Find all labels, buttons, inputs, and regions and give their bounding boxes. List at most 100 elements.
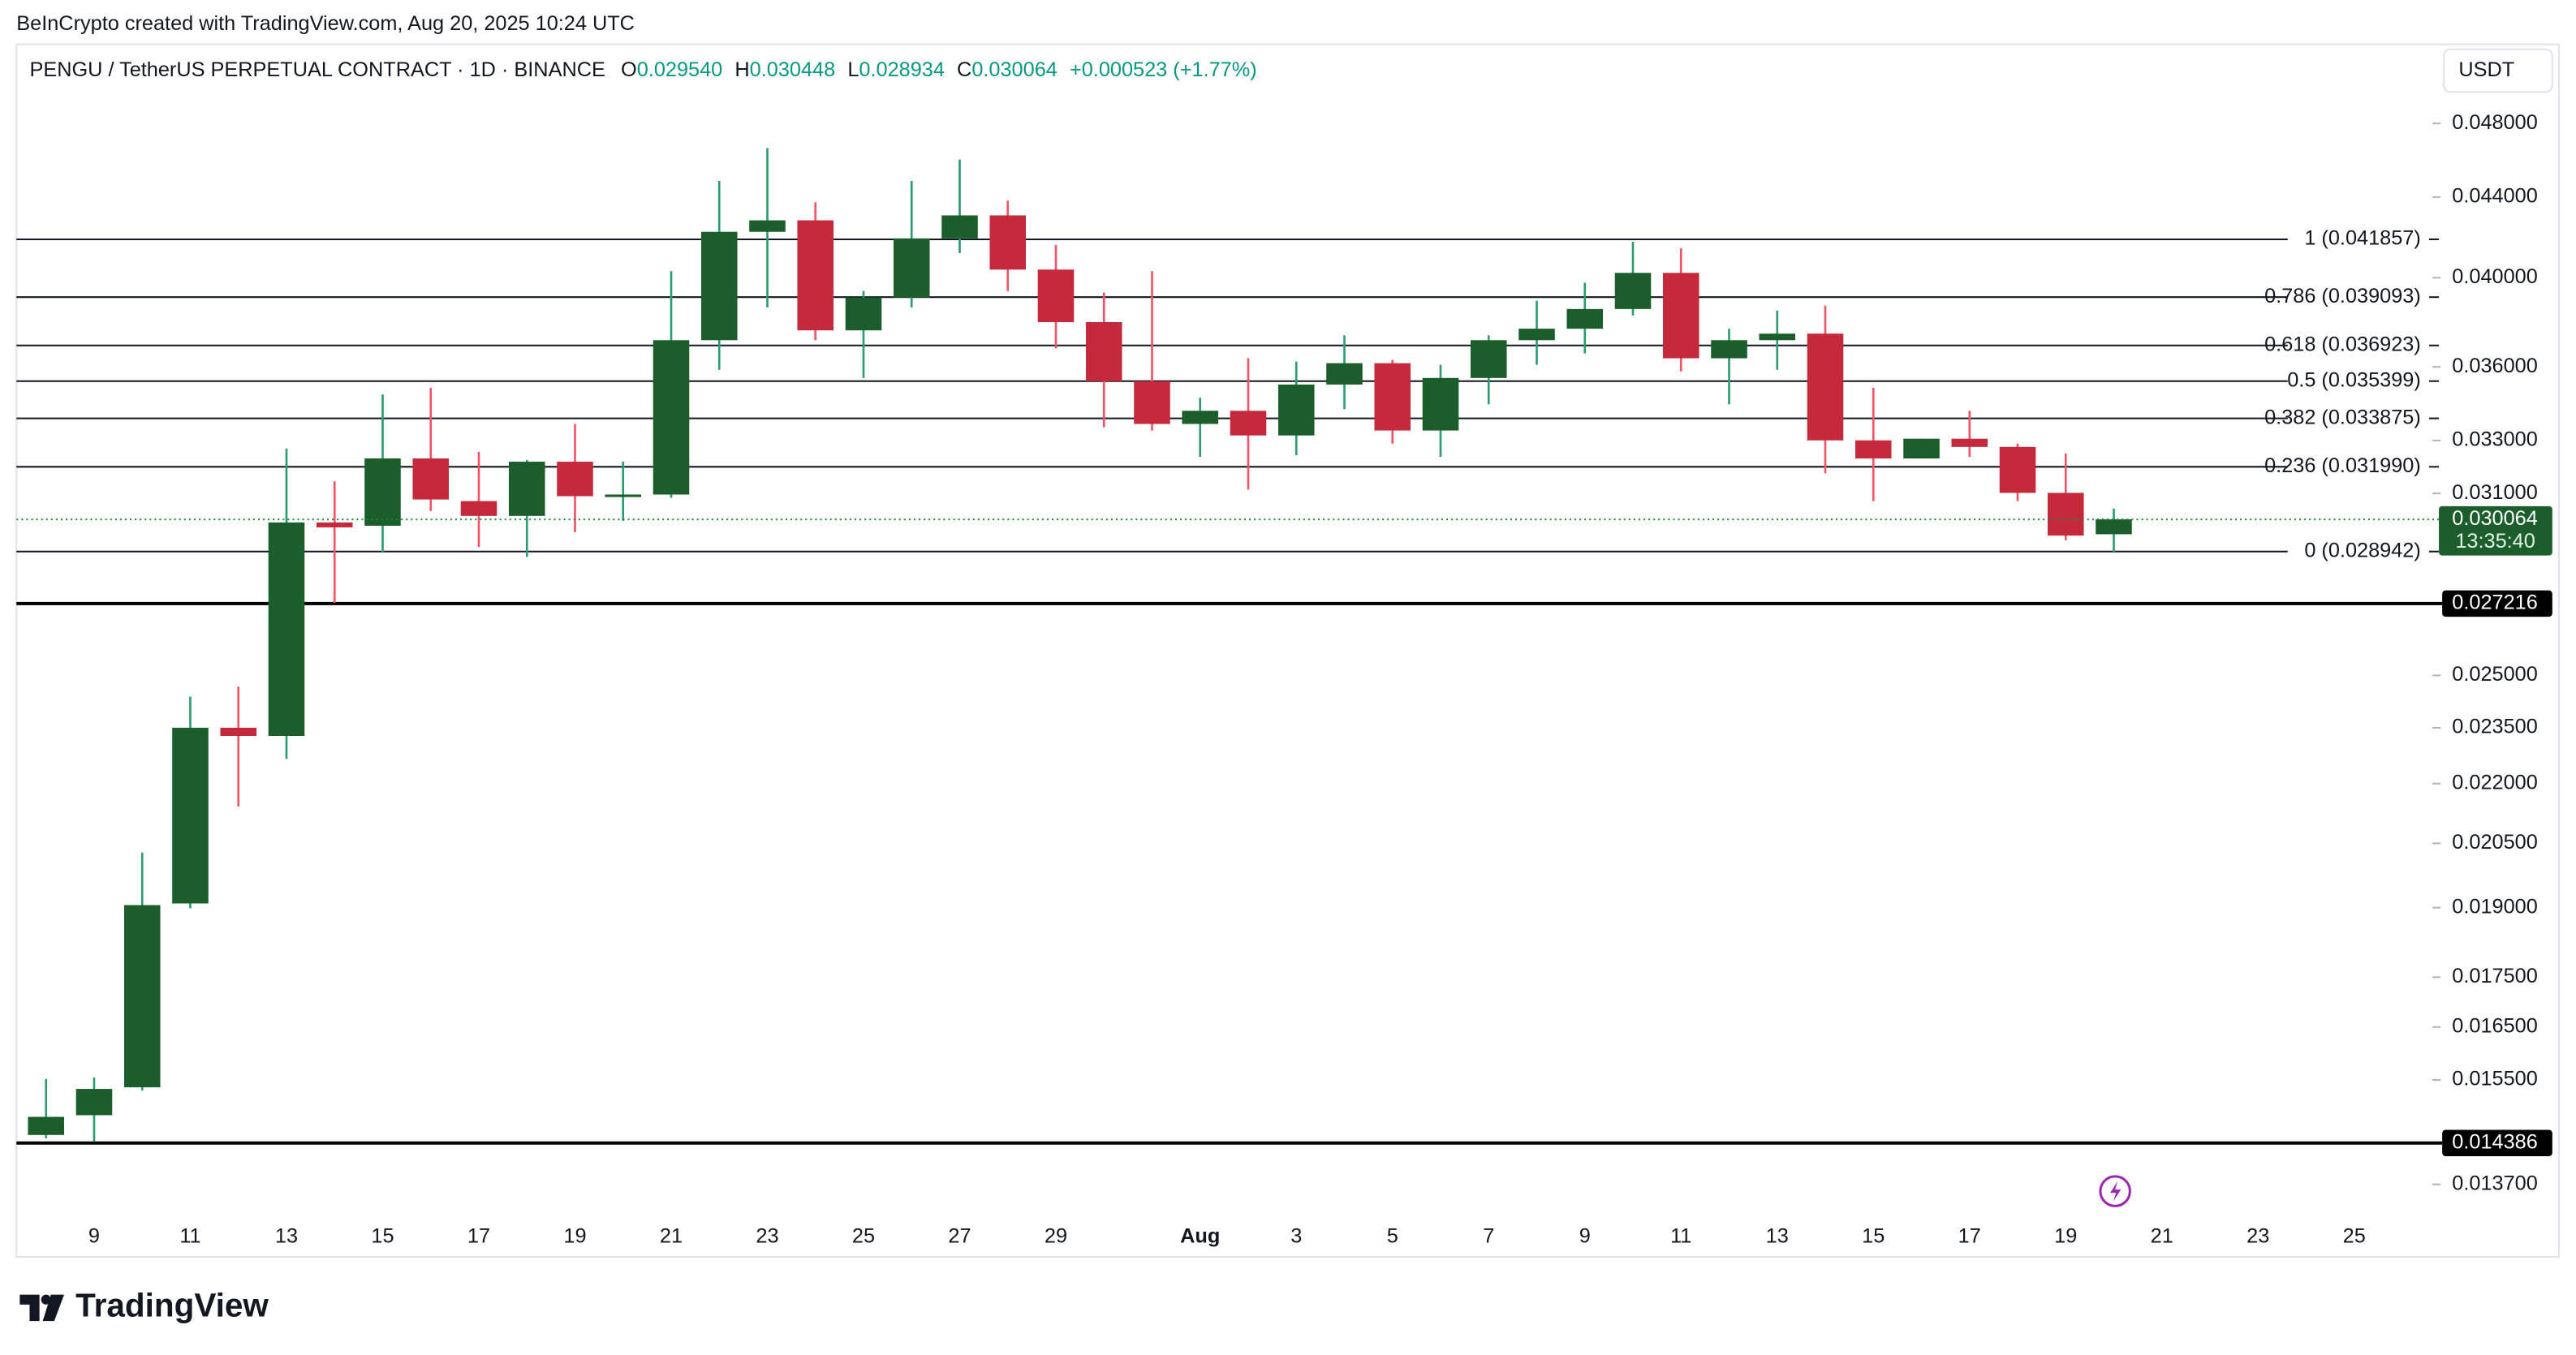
y-tick-label: 0.036000 <box>2452 355 2538 377</box>
y-tick-label: 0.016500 <box>2452 1014 2538 1037</box>
x-tick-label: 13 <box>1766 1224 1789 1247</box>
y-tick-label: 0.017500 <box>2452 965 2538 987</box>
symbol-header: PENGU / TetherUS PERPETUAL CONTRACT · 1D… <box>29 58 1256 81</box>
x-tick-label: 3 <box>1290 1224 1302 1247</box>
candle <box>989 200 1027 291</box>
candle <box>1951 411 1988 457</box>
candle-body <box>268 522 305 736</box>
candle-body <box>1134 381 1170 424</box>
candle <box>2096 508 2132 553</box>
x-tick-label: 21 <box>2151 1224 2173 1247</box>
y-tick-label: 0.015500 <box>2452 1068 2538 1090</box>
x-tick-label: 11 <box>179 1224 200 1247</box>
x-tick-label: 13 <box>275 1224 298 1247</box>
candle <box>268 448 305 759</box>
candle-body <box>700 231 738 341</box>
candle <box>508 460 545 557</box>
candle <box>75 1077 113 1142</box>
candle-body <box>1999 446 2036 493</box>
countdown: 13:35:40 <box>2455 530 2535 553</box>
candle-body <box>1277 384 1315 436</box>
candle <box>123 852 161 1091</box>
fib-label: 0.382 (0.033875) <box>2264 406 2421 428</box>
candle-body <box>75 1089 113 1116</box>
x-tick-label: 9 <box>88 1224 100 1247</box>
candle <box>797 202 834 341</box>
candle-body <box>460 501 498 516</box>
candle-body <box>2096 519 2132 535</box>
y-tick-label: 0.033000 <box>2452 428 2538 451</box>
ohlc-value: 0.028934 <box>859 58 945 81</box>
event-icon[interactable] <box>2099 1175 2131 1207</box>
candle-body <box>989 215 1027 270</box>
candle-body <box>123 905 161 1088</box>
candle <box>1903 438 1940 459</box>
ohlc-value: 0.030448 <box>750 58 836 81</box>
x-tick-label: Aug <box>1180 1224 1220 1247</box>
fib-label: 0 (0.028942) <box>2304 539 2420 561</box>
candle-body <box>2047 493 2084 536</box>
candle <box>557 424 593 533</box>
candle <box>316 481 353 604</box>
candle <box>172 696 209 909</box>
candle-body <box>1662 273 1699 359</box>
x-tick-label: 23 <box>2246 1224 2269 1247</box>
x-tick-label: 29 <box>1045 1224 1067 1247</box>
x-tick-label: 19 <box>563 1224 586 1247</box>
x-tick-label: 15 <box>1862 1224 1885 1247</box>
candle <box>1807 305 1844 474</box>
fib-label: 1 (0.041857) <box>2304 227 2420 250</box>
candle <box>700 180 738 370</box>
candle-body <box>1085 322 1122 381</box>
candle-body <box>1037 269 1075 323</box>
ohlc-key: C <box>957 58 971 81</box>
candle <box>653 271 690 498</box>
candle <box>1470 335 1507 405</box>
x-tick-label: 25 <box>852 1224 875 1247</box>
candle <box>2047 453 2084 541</box>
candle <box>1999 443 2036 501</box>
candle <box>412 387 450 511</box>
candle <box>460 451 498 548</box>
x-tick-label: 27 <box>948 1224 971 1247</box>
candle-body <box>412 458 450 500</box>
x-tick-label: 11 <box>1670 1224 1691 1247</box>
candle <box>1037 244 1075 349</box>
x-tick-label: 17 <box>1958 1224 1981 1247</box>
currency-button[interactable] <box>2443 48 2553 93</box>
ohlc-key: O <box>621 58 637 81</box>
y-tick-label: 0.048000 <box>2452 111 2538 134</box>
price-label-box <box>2442 1129 2552 1156</box>
candle <box>1422 364 1459 457</box>
ohlc-key: L <box>847 58 859 81</box>
candle <box>749 148 786 308</box>
candle <box>1277 361 1315 455</box>
candle-body <box>364 458 401 526</box>
y-tick-label: 0.025000 <box>2452 663 2538 686</box>
credit: BeInCrypto created with TradingView.com,… <box>16 12 635 35</box>
candle-body <box>941 215 978 239</box>
y-tick-label: 0.013700 <box>2452 1172 2538 1194</box>
candle <box>1662 247 1699 372</box>
candle-body <box>1711 340 1747 359</box>
x-tick-label: 9 <box>1579 1224 1591 1247</box>
candle-body <box>28 1116 64 1135</box>
candle-body <box>172 727 209 904</box>
candle <box>1614 241 1652 316</box>
x-tick-label: 21 <box>660 1224 683 1247</box>
x-tick-label: 19 <box>2054 1224 2077 1247</box>
candle-body <box>1470 340 1507 378</box>
candle <box>605 462 642 521</box>
event-bolt[interactable] <box>2110 1181 2122 1202</box>
candle-body <box>1374 363 1411 431</box>
currency[interactable]: USDT <box>2458 58 2514 81</box>
y-tick-label: 0.022000 <box>2452 771 2538 794</box>
candle <box>1085 292 1122 428</box>
y-tick-label: 0.044000 <box>2452 185 2538 208</box>
candle-body <box>316 522 353 527</box>
candle <box>1518 300 1555 365</box>
candle <box>1374 359 1411 444</box>
y-tick-label: 0.040000 <box>2452 265 2538 288</box>
candle-body <box>1807 333 1844 441</box>
